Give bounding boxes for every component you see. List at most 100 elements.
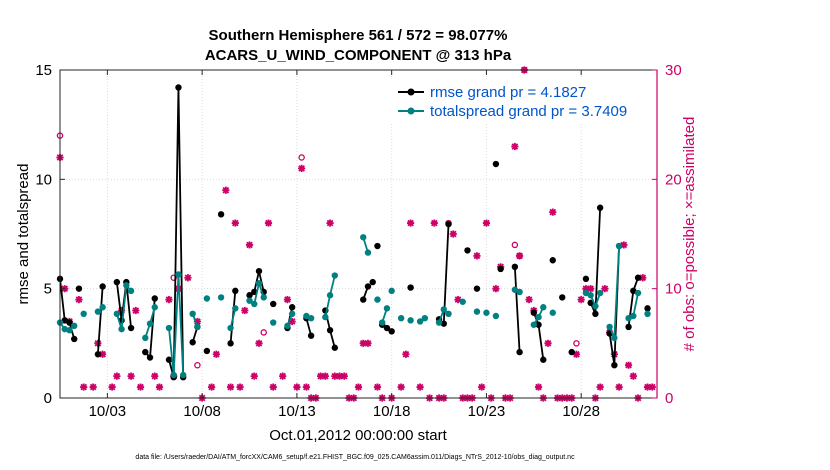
obs-assimilated-marker (577, 296, 585, 304)
spread-point (459, 298, 466, 305)
spread-point (288, 310, 296, 318)
spread-point (611, 334, 618, 342)
legend-rmse-marker (407, 88, 415, 96)
spread-point (535, 313, 542, 321)
rmse-point (94, 351, 102, 358)
obs-assimilated-marker (155, 383, 164, 391)
spread-point (307, 314, 315, 322)
x-tick-label: 10/13 (278, 403, 316, 420)
spread-point (118, 325, 125, 333)
obs-possible-marker (194, 361, 201, 369)
obs-assimilated-marker (587, 285, 595, 293)
obs-assimilated-marker (245, 241, 254, 249)
spread-point (232, 305, 239, 312)
spread-point (255, 280, 263, 287)
y-right-tick-label: 0 (665, 390, 673, 407)
obs-assimilated-marker (478, 383, 486, 391)
obs-assimilated-marker (601, 285, 609, 293)
rmse-point (374, 242, 381, 250)
rmse-point (270, 300, 277, 308)
x-tick-label: 10/28 (562, 403, 600, 420)
obs-assimilated-marker (80, 383, 88, 391)
obs-assimilated-marker (89, 383, 97, 391)
rmse-point (511, 263, 519, 270)
spread-point (416, 318, 424, 325)
spread-point (151, 304, 158, 311)
rmse-point (66, 319, 73, 326)
obs-assimilated-marker (549, 208, 557, 216)
spread-point (246, 297, 253, 304)
spread-point (440, 306, 447, 313)
obs-assimilated-marker (226, 383, 235, 391)
legend-box (390, 79, 655, 122)
obs-assimilated-marker (454, 296, 462, 304)
obs-assimilated-marker (279, 372, 287, 380)
rmse-point (568, 348, 575, 356)
rmse-point (596, 204, 604, 211)
obs-assimilated-marker (402, 350, 410, 358)
obs-assimilated-marker (108, 383, 116, 391)
rmse-point (369, 278, 376, 286)
spread-point (634, 289, 642, 297)
spread-point (170, 371, 177, 379)
rmse-point (127, 324, 135, 332)
rmse-point (99, 283, 106, 290)
obs-assimilated-marker (283, 296, 292, 304)
obs-assimilated-marker (316, 372, 325, 380)
spread-point (146, 320, 154, 327)
spread-point (360, 234, 367, 241)
rmse-point (307, 332, 315, 339)
obs-assimilated-marker (407, 219, 415, 227)
spread-point (113, 310, 121, 318)
rmse-point (71, 335, 78, 343)
rmse-point (146, 354, 154, 361)
rmse-point (445, 220, 452, 228)
x-tick-label: 10/08 (183, 403, 221, 420)
obs-assimilated-marker (302, 383, 310, 391)
obs-possible-marker (170, 274, 177, 281)
obs-assimilated-marker (222, 186, 230, 194)
obs-assimilated-marker (321, 372, 329, 380)
axis-ticks: 10/03 10/08 10/13 10/18 10/23 10/28 0 5 10 15 0 10 2… (35, 62, 681, 420)
obs-assimilated-marker (264, 219, 273, 227)
spread-point (644, 310, 651, 318)
rmse-point (217, 211, 225, 218)
x-tick-label: 10/18 (373, 403, 411, 420)
obs-assimilated-marker (231, 219, 239, 227)
obs-assimilated-marker (255, 339, 263, 347)
obs-assimilated-marker (208, 383, 216, 391)
obs-assimilated-marker (354, 383, 363, 391)
y-left-tick-label: 10 (35, 171, 52, 188)
obs-assimilated-marker (132, 306, 140, 315)
rmse-point (625, 323, 632, 331)
obs-assimilated-marker (75, 296, 83, 304)
spread-point (71, 322, 78, 330)
obs-assimilated-marker (624, 361, 633, 369)
y-left-tick-label: 0 (44, 390, 52, 407)
rmse-point (587, 299, 594, 307)
y-left-tick-label: 15 (35, 62, 52, 79)
obs-assimilated-marker (117, 306, 126, 315)
spread-point (322, 313, 329, 321)
spread-point (421, 314, 429, 322)
obs-assimilated-marker (184, 274, 192, 282)
spread-point (127, 287, 135, 295)
spread-point (80, 310, 87, 318)
obs-assimilated-marker (298, 164, 306, 172)
y-right-tick-label: 10 (665, 281, 682, 298)
rmse-point (151, 295, 158, 302)
spread-point (251, 300, 258, 308)
obs-assimilated-marker (515, 252, 524, 260)
obs-assimilated-marker (288, 317, 296, 326)
legend-rmse-label: rmse grand pr = 4.1827 (430, 84, 586, 101)
left-axis-label: rmse and totalspread (15, 164, 32, 305)
obs-assimilated-marker (449, 230, 457, 238)
obs-assimilated-marker (335, 372, 344, 380)
legend-spread-marker (407, 107, 415, 115)
obs-assimilated-marker (511, 142, 519, 151)
obs-assimilated-marker (620, 241, 628, 249)
spread-point (596, 289, 604, 297)
spread-point (99, 304, 106, 311)
obs-assimilated-marker (572, 350, 581, 358)
y-right-tick-label: 20 (665, 171, 682, 188)
